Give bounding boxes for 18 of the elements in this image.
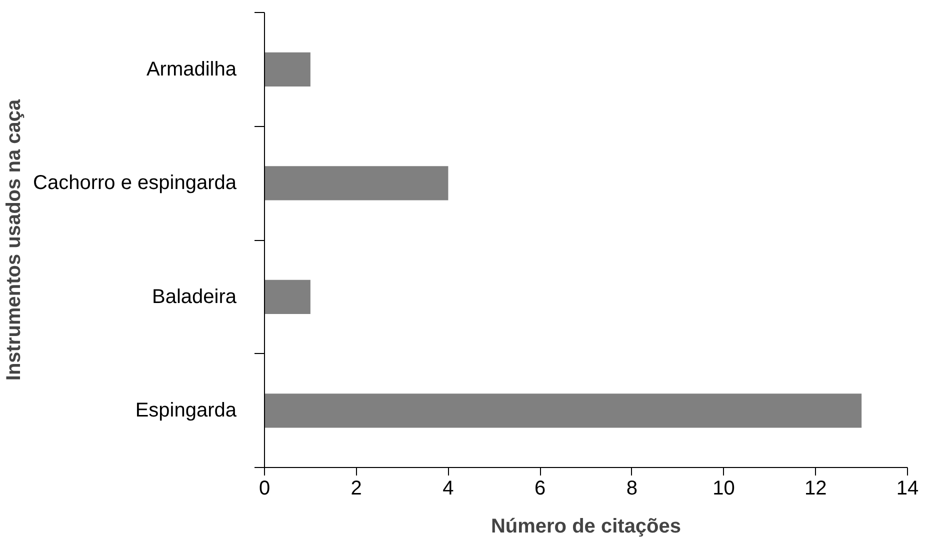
bar (264, 280, 310, 314)
x-tick-label: 6 (534, 478, 546, 500)
bar (264, 52, 310, 86)
x-tick-label: 4 (442, 478, 454, 500)
y-axis-title: Instrumentos usados na caça (3, 98, 26, 381)
x-tick-label: 2 (350, 478, 362, 500)
x-tick-label: 8 (626, 478, 638, 500)
bar (264, 166, 448, 200)
y-tick-label: Baladeira (152, 286, 238, 308)
y-tick-label: Armadilha (146, 58, 238, 80)
y-tick-label: Cachorro e espingarda (33, 172, 238, 194)
x-tick-label: 14 (896, 478, 919, 500)
x-tick-label: 10 (712, 478, 735, 500)
x-axis-title: Número de citações (490, 516, 682, 538)
x-tick-label: 0 (258, 478, 270, 500)
y-tick-label: Espingarda (135, 400, 238, 422)
bar (264, 394, 862, 428)
x-tick-label: 12 (804, 478, 827, 500)
